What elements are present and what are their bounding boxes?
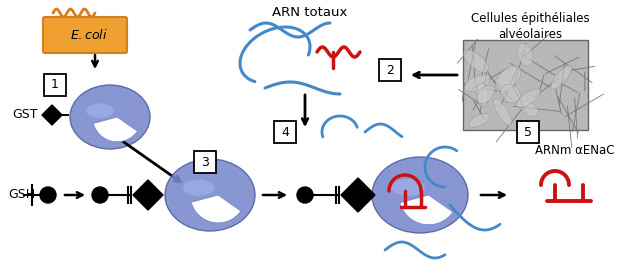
Ellipse shape	[183, 180, 215, 196]
FancyBboxPatch shape	[43, 17, 127, 53]
Text: 1: 1	[51, 79, 59, 92]
Text: ARN totaux: ARN totaux	[272, 5, 347, 19]
Circle shape	[297, 187, 313, 203]
Ellipse shape	[516, 89, 541, 107]
Ellipse shape	[495, 66, 521, 91]
Ellipse shape	[521, 102, 538, 116]
Polygon shape	[42, 105, 62, 125]
Ellipse shape	[165, 159, 255, 231]
Text: ARNm αENaC: ARNm αENaC	[535, 143, 615, 157]
Ellipse shape	[476, 83, 488, 107]
Ellipse shape	[517, 43, 533, 66]
Circle shape	[40, 187, 56, 203]
Ellipse shape	[391, 179, 425, 196]
Bar	[463, 40, 587, 130]
Polygon shape	[133, 180, 163, 210]
Text: 2: 2	[386, 63, 394, 76]
Ellipse shape	[464, 75, 490, 92]
Polygon shape	[341, 178, 375, 212]
Text: $\it{E. coli}$: $\it{E. coli}$	[70, 28, 108, 42]
Ellipse shape	[477, 85, 495, 104]
Ellipse shape	[494, 99, 512, 126]
Wedge shape	[191, 195, 241, 223]
Ellipse shape	[469, 113, 490, 127]
Circle shape	[92, 187, 108, 203]
Ellipse shape	[372, 157, 468, 233]
Bar	[274, 121, 296, 143]
Wedge shape	[400, 195, 453, 225]
Ellipse shape	[551, 65, 572, 89]
Wedge shape	[93, 117, 138, 142]
Text: 3: 3	[201, 156, 209, 168]
Bar	[44, 74, 66, 96]
Text: GST: GST	[12, 109, 38, 122]
Bar	[379, 59, 401, 81]
Text: 4: 4	[281, 126, 289, 139]
Ellipse shape	[86, 103, 114, 118]
Bar	[517, 121, 539, 143]
Bar	[194, 151, 216, 173]
Ellipse shape	[464, 50, 488, 73]
Text: 5: 5	[524, 126, 532, 139]
Text: Cellules épithéliales
alvéolaires: Cellules épithéliales alvéolaires	[471, 12, 589, 41]
Ellipse shape	[70, 85, 150, 149]
Ellipse shape	[500, 85, 520, 103]
Text: GSH: GSH	[8, 188, 35, 201]
